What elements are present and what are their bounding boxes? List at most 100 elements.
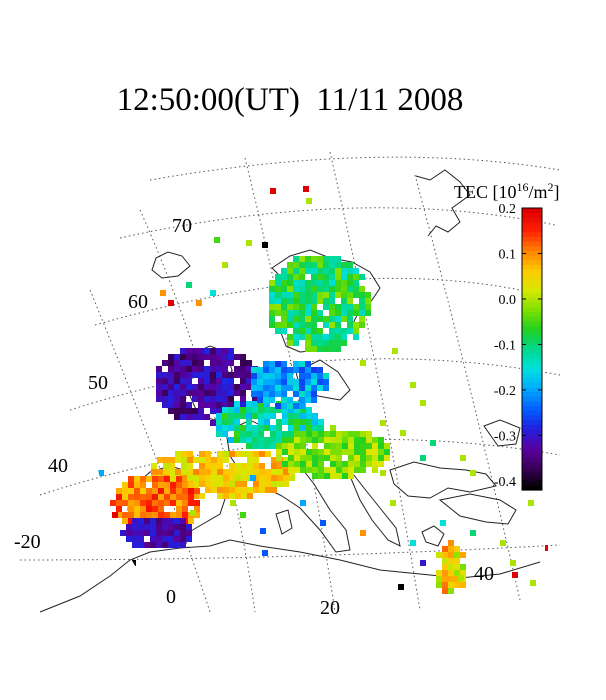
tec-cell [258, 425, 264, 431]
tec-cell [442, 558, 448, 564]
tec-cell [216, 366, 222, 372]
tec-cell [288, 419, 294, 425]
tec-cell [235, 493, 241, 499]
tec-cell [240, 396, 246, 402]
colorbar-band [522, 212, 542, 218]
tec-cell [335, 274, 341, 280]
tec-cell [359, 274, 365, 280]
tec-cell [252, 396, 258, 402]
tec-cell [293, 274, 299, 280]
tec-cell [247, 463, 253, 469]
tec-cell [306, 413, 312, 419]
tec-cell [336, 437, 342, 443]
colorbar-tick-label: -0.2 [494, 384, 516, 399]
tec-cell [240, 431, 246, 437]
tec-cell [186, 530, 192, 536]
tec-cell [234, 425, 240, 431]
tec-cell [282, 437, 288, 443]
colorbar-tick-label: 0.2 [499, 202, 517, 217]
tec-cell [512, 572, 518, 578]
tec-cell [263, 397, 269, 403]
tec-cell [175, 451, 181, 457]
tec-cell [336, 467, 342, 473]
tec-cell [281, 316, 287, 322]
tec-cell [378, 461, 384, 467]
tec-cell [305, 304, 311, 310]
tec-cell [299, 304, 305, 310]
tec-cell [288, 437, 294, 443]
colorbar-tick-label: 0.0 [499, 293, 517, 308]
tec-cell [156, 372, 162, 378]
colorbar-band [522, 433, 542, 439]
tec-cell [277, 469, 283, 475]
colorbar-tick-label: -0.4 [494, 475, 516, 490]
tec-cell [192, 366, 198, 372]
tec-cell [287, 379, 293, 385]
tec-cell [311, 379, 317, 385]
tec-cell [126, 530, 132, 536]
tec-cell [372, 455, 378, 461]
tec-cell [299, 379, 305, 385]
tec-cell [162, 542, 168, 548]
tec-cell [222, 419, 228, 425]
tec-cell [222, 372, 228, 378]
tec-cell [263, 379, 269, 385]
tec-cell [228, 384, 234, 390]
tec-cell [264, 413, 270, 419]
tec-cell [270, 413, 276, 419]
tec-cell [287, 385, 293, 391]
tec-cell [354, 467, 360, 473]
tec-cell [336, 473, 342, 479]
tec-cell [192, 372, 198, 378]
tec-cell [234, 354, 240, 360]
tec-cell [380, 420, 386, 426]
tec-cell [210, 348, 216, 354]
tec-cell [204, 372, 210, 378]
tec-cell [311, 268, 317, 274]
graticule-line [119, 207, 556, 239]
tec-cell [372, 467, 378, 473]
tec-cell [259, 451, 265, 457]
tec-cell [305, 328, 311, 334]
tec-cell [194, 512, 200, 518]
tec-cell [318, 449, 324, 455]
tec-cell [174, 366, 180, 372]
tec-cell [257, 397, 263, 403]
tec-cell [210, 354, 216, 360]
tec-cell [240, 413, 246, 419]
tec-cell [163, 457, 169, 463]
tec-cell [305, 262, 311, 268]
tec-cell [258, 437, 264, 443]
tec-cell [234, 372, 240, 378]
tec-cell [246, 240, 252, 246]
tec-cell [306, 425, 312, 431]
tec-cell [300, 461, 306, 467]
tec-cell [223, 457, 229, 463]
tec-cell [366, 455, 372, 461]
tec-cell [216, 348, 222, 354]
tec-cell [312, 431, 318, 437]
tec-cell [228, 354, 234, 360]
tec-cell [347, 310, 353, 316]
tec-cell [175, 469, 181, 475]
tec-cell [246, 384, 252, 390]
tec-cell [312, 425, 318, 431]
tec-cell [317, 292, 323, 298]
tec-cell [270, 437, 276, 443]
tec-cell [162, 518, 168, 524]
tec-cell [252, 425, 258, 431]
tec-cell [198, 390, 204, 396]
tec-cell [180, 518, 186, 524]
tec-cell [211, 457, 217, 463]
tec-cell [271, 481, 277, 487]
tec-cell [270, 443, 276, 449]
tec-cell [235, 475, 241, 481]
tec-cell [180, 524, 186, 530]
tec-cell [152, 500, 158, 506]
tec-cell [293, 391, 299, 397]
tec-cell [174, 378, 180, 384]
tec-cell [365, 298, 371, 304]
tec-cell [275, 379, 281, 385]
tec-cell [300, 431, 306, 437]
tec-cell [287, 286, 293, 292]
